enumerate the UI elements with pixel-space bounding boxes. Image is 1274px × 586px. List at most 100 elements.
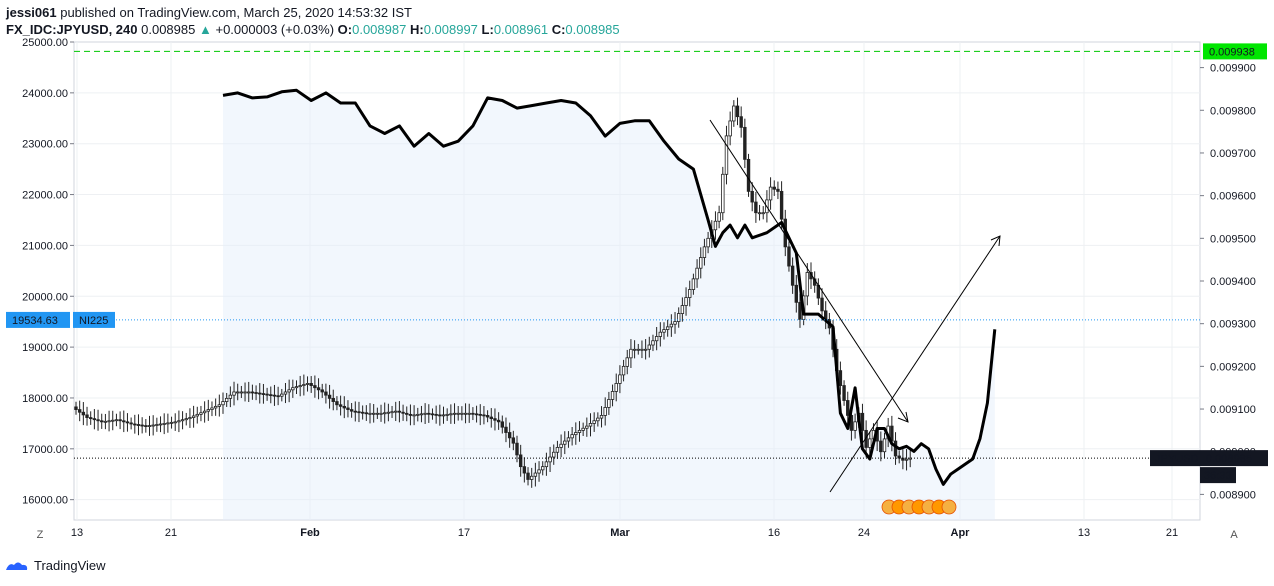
candle-body-70 (331, 397, 335, 402)
candle-body-226 (904, 458, 909, 461)
right-axis[interactable]: 0.009900 0.009800 0.009700 0.009600 0.009500… (1200, 63, 1256, 502)
candle-body-59 (291, 387, 295, 391)
candle-body-56 (280, 393, 284, 397)
candle-body-109 (474, 413, 479, 416)
candle-body-172 (706, 237, 710, 248)
candle-body-129 (548, 456, 552, 463)
ni225-area (223, 90, 995, 521)
close-label: C: (551, 22, 566, 37)
candle-body-98 (434, 413, 438, 416)
candle-body-199 (805, 272, 810, 297)
candle-body-195 (790, 265, 795, 286)
candle-body-83 (379, 412, 383, 415)
candle-body-36 (206, 409, 210, 412)
candle-body-76 (353, 410, 357, 413)
candle-body-51 (261, 393, 266, 395)
x-tick-label-0: 13 (71, 527, 83, 539)
ni225-name-label: NI225 (79, 315, 108, 327)
candle-body-179 (732, 105, 736, 122)
candle-body-93 (416, 413, 420, 416)
ni225-line (222, 88, 997, 486)
candle-body-119 (511, 437, 516, 444)
x-tick-label-1: 21 (165, 527, 177, 539)
jpyusd-price-badge (1200, 450, 1268, 467)
high-value: 0.008997 (423, 22, 478, 37)
time-axis[interactable]: 13 21 Feb 17 Mar 16 24 Apr 13 21 (71, 527, 1178, 539)
auto-scale-left-button[interactable]: Z (30, 525, 50, 545)
candle-body-37 (210, 407, 214, 410)
publish-text: published on TradingView.com, March 25, … (56, 5, 412, 20)
candle-body-166 (684, 297, 688, 306)
candle-body-117 (504, 426, 508, 433)
candle-body-24 (162, 423, 166, 425)
right-tick-label-0: 0.009900 (1210, 63, 1256, 75)
ni225-area-fill (223, 90, 995, 521)
candle-body-82 (375, 412, 380, 415)
right-tick-label-4: 0.009500 (1210, 233, 1256, 245)
candle-body-38 (213, 405, 218, 409)
symbol-info: FX_IDC:JPYUSD, 240 0.008985 ▲ +0.000003 … (6, 22, 620, 37)
candle-body-138 (581, 427, 585, 431)
candle-body-94 (419, 413, 424, 416)
tradingview-logo[interactable]: TradingView (4, 558, 106, 573)
candle-body-97 (430, 413, 435, 416)
left-tick-label-0: 25000.00 (22, 37, 68, 49)
candle-body-21 (151, 424, 155, 427)
candle-body-92 (412, 414, 416, 417)
candle-body-65 (313, 385, 317, 389)
candle-body-91 (408, 413, 413, 416)
candle-body-190 (772, 186, 776, 190)
auto-scale-right-button[interactable]: A (1224, 525, 1244, 545)
candle-body-48 (250, 391, 255, 394)
candle-body-209 (842, 385, 846, 401)
high-label: H: (409, 22, 424, 37)
low-value: 0.008961 (493, 22, 549, 37)
candle-body-1 (77, 409, 82, 413)
candle-body-80 (368, 412, 372, 415)
candle-body-116 (500, 421, 504, 428)
candle-body-105 (460, 412, 464, 415)
jpyusd-name-label: JPYUSD (1155, 453, 1198, 465)
candle-body-28 (177, 420, 181, 423)
candle-body-53 (269, 394, 273, 397)
candle-body-30 (184, 418, 188, 421)
candle-body-57 (283, 391, 288, 395)
left-axis[interactable]: 25000.00 24000.00 23000.00 22000.00 21000.00… (22, 37, 74, 507)
candle-body-186 (757, 212, 762, 215)
candle-body-74 (346, 407, 350, 410)
candle-body-26 (169, 421, 174, 424)
candle-body-60 (294, 386, 299, 389)
candle-body-73 (342, 405, 346, 409)
candle-body-175 (717, 212, 721, 222)
tradingview-icon (6, 562, 28, 570)
candle-body-77 (357, 411, 361, 414)
candle-body-17 (136, 424, 141, 426)
jpyusd-price-label: 0.008985 (1206, 453, 1252, 465)
candle-body-185 (754, 201, 758, 214)
candle-body-112 (485, 415, 490, 418)
candle-body-161 (665, 326, 670, 330)
candle-body-39 (217, 404, 222, 407)
candle-body-220 (882, 438, 887, 453)
candle-body-191 (776, 188, 780, 192)
price-badges: 0.009938 19534.63 NI225 JPYUSD 0.008985 36:33 (6, 43, 1268, 484)
candle-body-182 (743, 126, 747, 160)
candle-body-43 (232, 391, 236, 396)
candle-body-167 (688, 289, 692, 298)
ni225-value-label: 19534.63 (12, 315, 58, 327)
grid (74, 42, 1200, 520)
candle-body-44 (235, 391, 240, 394)
right-tick-label-10: 0.008900 (1210, 489, 1256, 501)
candle-body-155 (643, 348, 648, 351)
uptrend-line (829, 235, 1001, 493)
candle-body-85 (386, 411, 391, 414)
candle-body-45 (239, 391, 244, 394)
candle-body-165 (680, 305, 685, 314)
candle-body-87 (394, 410, 398, 413)
candle-body-169 (695, 267, 699, 280)
candle-body-132 (559, 443, 563, 448)
symbol-label: FX_IDC:JPYUSD, 240 (6, 22, 138, 37)
candle-body-164 (677, 313, 681, 322)
candle-body-62 (302, 384, 306, 386)
